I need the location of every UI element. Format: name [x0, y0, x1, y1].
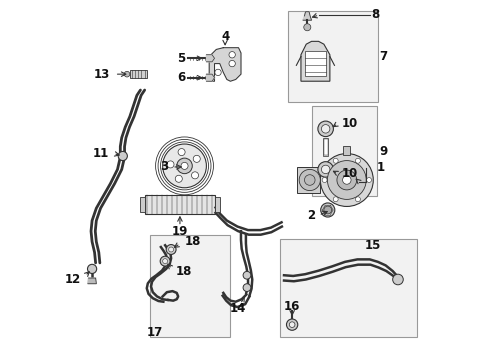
- Bar: [279, 239, 416, 337]
- Circle shape: [332, 158, 338, 163]
- Bar: [311, 106, 376, 196]
- Text: 9: 9: [379, 145, 386, 158]
- Circle shape: [228, 51, 235, 58]
- Circle shape: [243, 284, 250, 292]
- Circle shape: [163, 259, 167, 264]
- Polygon shape: [303, 12, 311, 20]
- Circle shape: [181, 162, 188, 170]
- Circle shape: [176, 158, 192, 174]
- Bar: [144, 195, 215, 215]
- Bar: [305, 51, 325, 76]
- Circle shape: [322, 177, 326, 183]
- Text: 11: 11: [93, 147, 109, 160]
- Bar: [343, 146, 349, 154]
- Text: 15: 15: [364, 239, 380, 252]
- Circle shape: [342, 176, 350, 184]
- Circle shape: [321, 165, 329, 174]
- Bar: [215, 197, 220, 212]
- Text: 14: 14: [229, 302, 245, 315]
- Circle shape: [321, 125, 329, 133]
- Circle shape: [175, 175, 182, 182]
- Text: 13: 13: [94, 68, 110, 81]
- Circle shape: [289, 322, 294, 328]
- Bar: [150, 235, 230, 337]
- Text: 17: 17: [146, 326, 163, 339]
- Circle shape: [392, 274, 403, 285]
- Bar: [130, 70, 146, 78]
- Polygon shape: [206, 55, 214, 62]
- Circle shape: [366, 177, 371, 183]
- Circle shape: [214, 69, 221, 76]
- Text: 5: 5: [177, 52, 185, 65]
- Circle shape: [160, 256, 170, 266]
- Text: 16: 16: [284, 300, 300, 313]
- Text: 18: 18: [175, 265, 192, 278]
- Circle shape: [320, 203, 334, 217]
- Text: 2: 2: [306, 209, 314, 222]
- Circle shape: [304, 175, 314, 185]
- Circle shape: [317, 121, 333, 136]
- Bar: [297, 167, 320, 193]
- Polygon shape: [206, 74, 214, 81]
- Text: 10: 10: [341, 117, 357, 130]
- Bar: [287, 12, 377, 102]
- Circle shape: [166, 244, 176, 255]
- Text: 12: 12: [64, 273, 81, 286]
- Text: 8: 8: [371, 8, 379, 21]
- Text: 7: 7: [379, 50, 387, 63]
- Text: 18: 18: [184, 235, 201, 248]
- Bar: [323, 139, 327, 155]
- Circle shape: [299, 170, 320, 190]
- Circle shape: [286, 319, 297, 330]
- Circle shape: [87, 264, 97, 274]
- Bar: [140, 197, 145, 212]
- Circle shape: [336, 170, 356, 190]
- Circle shape: [163, 144, 206, 188]
- Circle shape: [243, 271, 250, 279]
- Circle shape: [166, 161, 174, 168]
- Circle shape: [118, 152, 127, 161]
- Circle shape: [168, 247, 173, 252]
- Circle shape: [355, 197, 360, 202]
- Circle shape: [355, 158, 360, 163]
- Circle shape: [191, 172, 198, 179]
- Circle shape: [228, 60, 235, 67]
- Circle shape: [124, 71, 130, 77]
- Text: 19: 19: [171, 225, 188, 238]
- Circle shape: [178, 149, 185, 156]
- Text: 4: 4: [221, 30, 229, 42]
- Bar: [322, 138, 328, 156]
- Circle shape: [317, 162, 333, 177]
- Circle shape: [303, 24, 310, 31]
- Polygon shape: [300, 41, 329, 81]
- Circle shape: [332, 197, 338, 202]
- Circle shape: [323, 206, 331, 214]
- Text: 6: 6: [177, 71, 185, 84]
- Text: 1: 1: [376, 161, 384, 174]
- Circle shape: [320, 153, 372, 207]
- Text: 10: 10: [341, 167, 357, 180]
- Polygon shape: [88, 278, 96, 284]
- Circle shape: [327, 161, 366, 199]
- Circle shape: [193, 155, 200, 162]
- Text: 3: 3: [160, 161, 167, 174]
- Polygon shape: [209, 48, 241, 81]
